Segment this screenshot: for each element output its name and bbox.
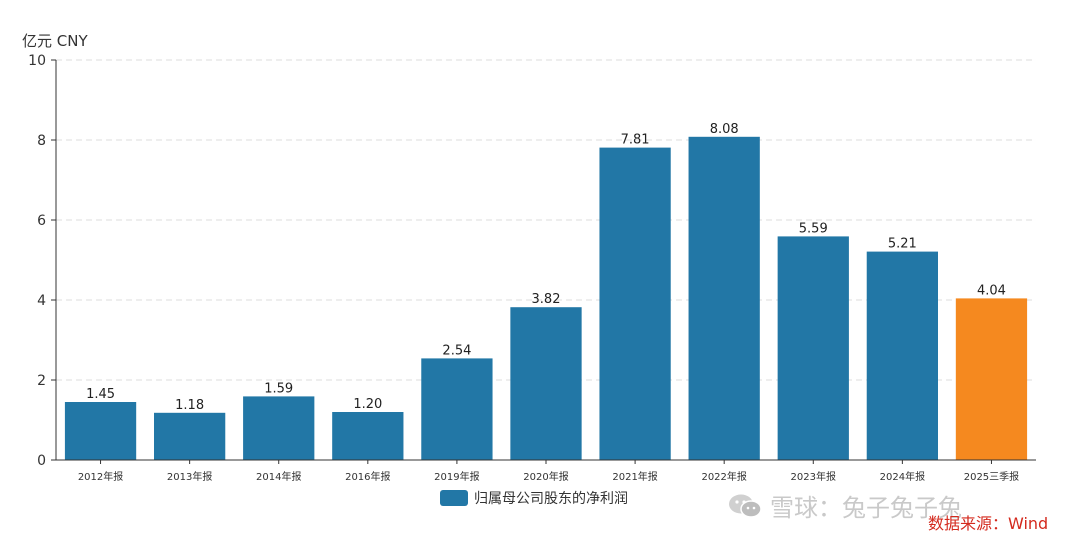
bar-value-labels: 1.45 1.18 1.59 1.20 2.54 3.82 7.81 8.08 5.59 5.21… bbox=[86, 122, 1006, 413]
bar bbox=[243, 396, 315, 460]
bar-value-label: 7.81 bbox=[621, 133, 650, 148]
x-tick-label: 2024年报 bbox=[880, 470, 925, 483]
y-tick-labels: 0 2 4 6 8 10 bbox=[28, 53, 46, 469]
x-tick-label: 2025三季报 bbox=[964, 470, 1019, 483]
bar-value-label: 1.20 bbox=[353, 397, 382, 412]
bar-value-label: 5.21 bbox=[888, 237, 917, 252]
y-tick-label: 4 bbox=[37, 293, 46, 309]
wechat-icon bbox=[729, 494, 762, 518]
y-tick-label: 6 bbox=[37, 213, 46, 229]
bar-value-label: 1.45 bbox=[86, 387, 115, 402]
x-tick-label: 2020年报 bbox=[523, 470, 568, 483]
bar bbox=[421, 358, 493, 460]
bar bbox=[688, 136, 760, 461]
axes bbox=[51, 59, 1036, 464]
x-tick-label: 2013年报 bbox=[167, 470, 212, 483]
bar-value-label: 1.18 bbox=[175, 398, 204, 413]
x-tick-label: 2012年报 bbox=[78, 470, 123, 483]
x-tick-label: 2022年报 bbox=[701, 470, 746, 483]
x-tick-labels: 2012年报 2013年报 2014年报 2016年报 2019年报 2020年报 2021… bbox=[78, 470, 1019, 483]
x-tick-label: 2014年报 bbox=[256, 470, 301, 483]
bar bbox=[599, 147, 671, 460]
bar-value-label: 1.59 bbox=[264, 381, 293, 396]
bar bbox=[64, 402, 137, 460]
bar bbox=[866, 251, 938, 460]
legend: 归属母公司股东的净利润 bbox=[440, 488, 628, 508]
y-axis-unit-label: 亿元 CNY bbox=[22, 32, 88, 50]
bar-value-label: 2.54 bbox=[442, 343, 471, 358]
x-tick-label: 2016年报 bbox=[345, 470, 390, 483]
bar-value-label: 8.08 bbox=[710, 122, 739, 137]
bar-value-label: 3.82 bbox=[532, 292, 561, 307]
bars-group bbox=[64, 136, 1028, 461]
x-tick-label: 2023年报 bbox=[791, 470, 836, 483]
y-tick-label: 8 bbox=[37, 133, 46, 149]
watermark-text: 雪球：兔子兔子兔 bbox=[770, 494, 962, 522]
x-tick-label: 2019年报 bbox=[434, 470, 479, 483]
bar bbox=[510, 307, 582, 460]
y-tick-label: 0 bbox=[37, 453, 46, 469]
bar-value-label: 5.59 bbox=[799, 221, 828, 236]
legend-swatch bbox=[440, 490, 468, 506]
y-tick-label: 10 bbox=[28, 53, 46, 69]
watermark: 雪球：兔子兔子兔 bbox=[728, 488, 962, 523]
bar bbox=[332, 412, 404, 460]
x-tick-label: 2021年报 bbox=[612, 470, 657, 483]
y-tick-label: 2 bbox=[37, 373, 46, 389]
bar bbox=[955, 298, 1028, 460]
legend-label: 归属母公司股东的净利润 bbox=[474, 491, 628, 507]
bar-value-label: 4.04 bbox=[977, 283, 1006, 298]
bar bbox=[777, 236, 849, 460]
data-source: 数据来源：Wind bbox=[928, 514, 1049, 533]
bar bbox=[154, 412, 226, 460]
